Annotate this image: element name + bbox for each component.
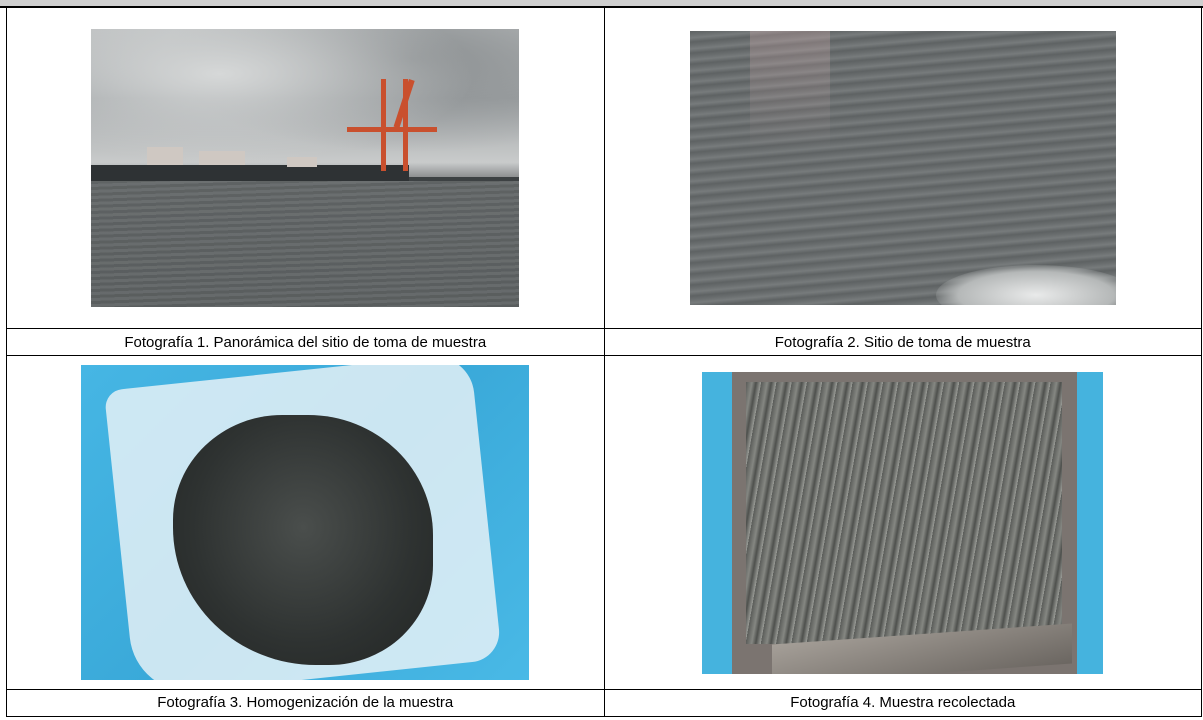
photo-sediment-box <box>702 371 1104 674</box>
photo-cell-2 <box>603 5 1202 330</box>
photo-sample-bag <box>81 365 530 681</box>
photo-cell-4 <box>603 355 1202 690</box>
photo-caption-1: Fotografía 1. Panorámica del sitio de to… <box>6 328 605 357</box>
photo-caption-4: Fotografía 4. Muestra recolectada <box>603 688 1202 718</box>
photo-water-surface <box>689 30 1116 305</box>
photo-caption-3: Fotografía 3. Homogenización de la muest… <box>6 688 605 718</box>
photo-cell-3 <box>6 355 605 690</box>
photo-table: Fotografía 1. Panorámica del sitio de to… <box>6 5 1202 718</box>
photo-port-panorama <box>91 28 520 307</box>
photo-cell-1 <box>6 5 605 330</box>
photo-caption-2: Fotografía 2. Sitio de toma de muestra <box>603 328 1202 357</box>
